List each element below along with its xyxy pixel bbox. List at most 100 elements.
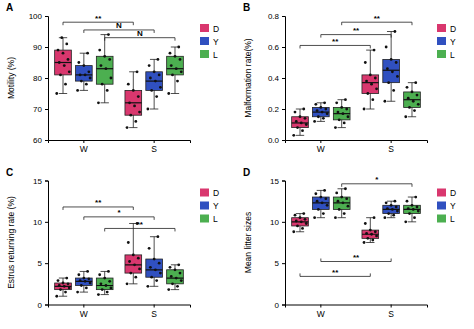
point — [345, 197, 348, 200]
point — [392, 214, 395, 217]
x-axis: WS — [286, 305, 428, 319]
y-tick-mark — [282, 181, 285, 182]
y-tick-label: 60 — [33, 136, 42, 145]
point — [319, 196, 322, 199]
point — [412, 208, 415, 211]
point — [386, 67, 389, 70]
point — [177, 263, 180, 266]
point — [404, 115, 407, 118]
point — [87, 70, 90, 73]
box-group — [96, 33, 113, 104]
point — [305, 123, 308, 126]
point — [175, 277, 178, 280]
point — [106, 291, 109, 294]
point — [150, 276, 153, 279]
point — [323, 189, 326, 192]
point — [170, 64, 173, 67]
x-tick-mark — [154, 305, 155, 308]
point — [407, 97, 410, 100]
y-tick-mark — [45, 109, 48, 110]
point — [68, 287, 71, 290]
point — [137, 257, 140, 260]
y-tick: 0.0 — [268, 136, 285, 145]
point — [335, 101, 338, 104]
y-tick: 5 — [38, 259, 48, 268]
point — [86, 270, 89, 273]
point — [385, 201, 388, 204]
y-tick-label: 0.2 — [268, 105, 280, 114]
legend-item: D — [200, 24, 219, 34]
whisker-cap — [171, 264, 179, 265]
box-group — [333, 187, 350, 219]
figure: AMotility (%)60708090100WS**NNDYLBMalfor… — [0, 0, 474, 329]
box — [55, 50, 72, 75]
point — [342, 201, 345, 204]
point — [60, 36, 63, 39]
point — [299, 216, 302, 219]
point — [414, 196, 417, 199]
point — [133, 105, 136, 108]
point — [313, 216, 316, 219]
x-tick: S — [388, 140, 394, 154]
annotations: **NN — [63, 14, 175, 41]
y-tick-mark — [282, 109, 285, 110]
point — [326, 112, 329, 115]
y-axis-line — [45, 181, 49, 305]
point — [138, 268, 141, 271]
box-group — [292, 212, 309, 233]
box — [383, 59, 400, 82]
point — [295, 220, 298, 223]
significance-label: ** — [95, 14, 102, 23]
y-tick-label: 5 — [38, 259, 43, 268]
point — [340, 106, 343, 109]
whisker-cap — [59, 93, 67, 94]
point — [137, 95, 140, 98]
point — [57, 49, 60, 52]
box — [167, 56, 184, 75]
point — [404, 220, 407, 223]
median — [146, 269, 163, 270]
point — [387, 212, 390, 215]
median — [76, 74, 93, 75]
point — [347, 205, 350, 208]
point — [108, 58, 111, 61]
significance-label: * — [375, 175, 379, 184]
point — [171, 74, 174, 77]
point — [383, 216, 386, 219]
point — [317, 208, 320, 211]
point — [299, 115, 302, 118]
point — [390, 58, 393, 61]
x-tick-label: W — [317, 309, 325, 319]
point — [344, 187, 347, 190]
y-tick-mark — [45, 140, 48, 141]
point — [324, 197, 327, 200]
y-axis: 0.00.20.40.60.8 — [268, 12, 286, 145]
point — [413, 109, 416, 112]
x-tick: W — [317, 140, 325, 154]
point — [390, 204, 393, 207]
panel-title: C — [6, 167, 13, 178]
point — [338, 118, 341, 121]
point — [417, 210, 420, 213]
whisker-cap — [408, 197, 416, 198]
point — [302, 212, 305, 215]
point — [154, 268, 157, 271]
median — [167, 68, 184, 69]
y-tick-mark — [282, 16, 285, 17]
whisker — [133, 223, 134, 283]
y-tick-label: 15 — [270, 177, 279, 186]
point — [80, 80, 83, 83]
y-axis-title: Mean litter sizes — [243, 212, 253, 273]
point — [134, 120, 137, 123]
point — [369, 229, 372, 232]
legend-label: L — [213, 50, 218, 60]
point — [98, 273, 101, 276]
y-tick-label: 10 — [270, 218, 279, 227]
y-tick: 60 — [33, 136, 48, 145]
point — [391, 208, 394, 211]
whisker-cap — [80, 90, 88, 91]
legend-swatch — [200, 215, 209, 223]
whisker-cap — [59, 278, 67, 279]
point — [176, 80, 179, 83]
point — [58, 61, 61, 64]
